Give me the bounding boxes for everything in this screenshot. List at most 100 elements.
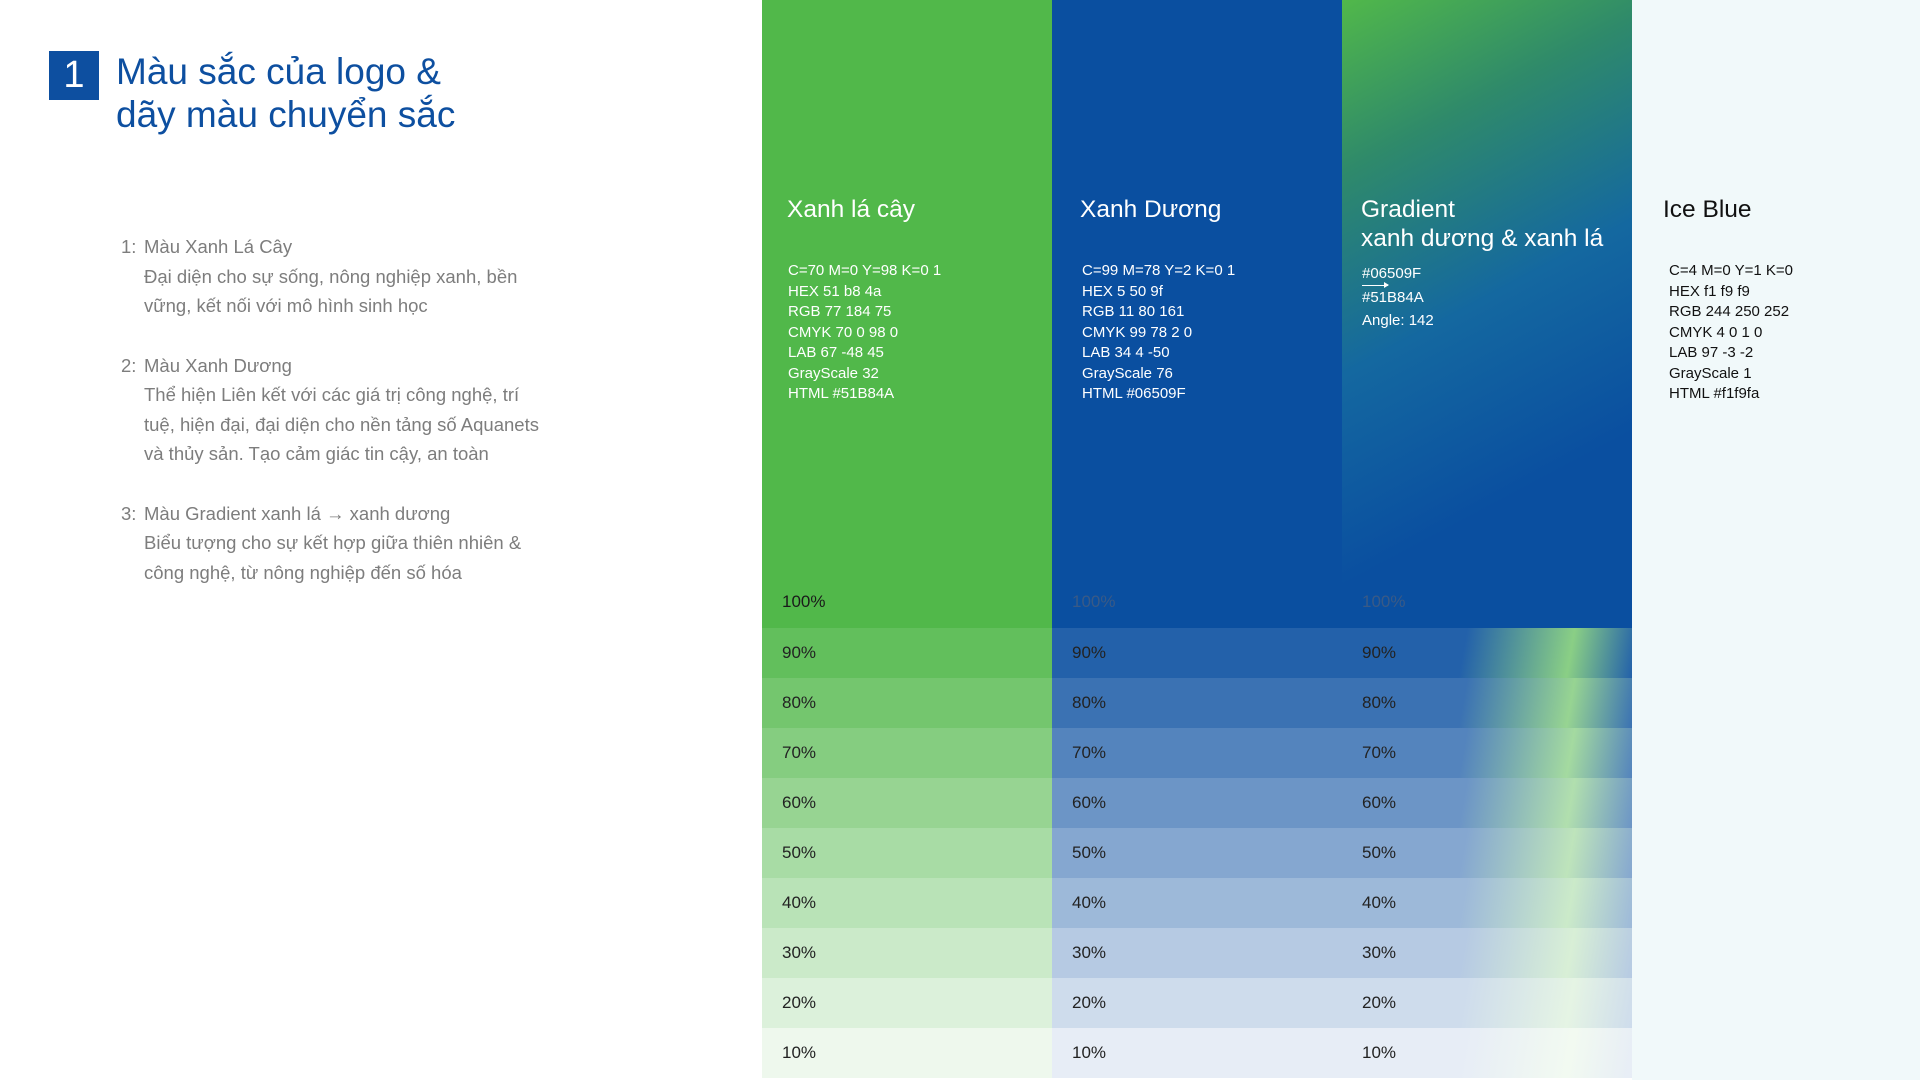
description-line: Thể hiện Liên kết với các giá trị công n…	[144, 384, 520, 405]
tint-label: 70%	[1072, 743, 1107, 762]
tint-swatch-80: 80%	[1052, 678, 1342, 728]
spec-line: CMYK 99 78 2 0	[1082, 323, 1193, 341]
tint-label: 60%	[782, 793, 817, 812]
color-descriptions: 1: Màu Xanh Lá Cây Đại diện cho sự sống,…	[121, 232, 601, 617]
description-number: 1:	[121, 236, 137, 257]
tint-label: 80%	[782, 693, 817, 712]
spec-line: LAB 34 4 -50	[1082, 344, 1170, 361]
tint-label: 20%	[1362, 993, 1397, 1012]
swatch-specs: C=4 M=0 Y=1 K=0 HEX f1 f9 f9 RGB 244 250…	[1669, 261, 1793, 405]
description-heading: Màu Xanh Lá Cây	[144, 236, 293, 257]
swatch-column-green: Xanh lá cây C=70 M=0 Y=98 K=0 1 HEX 51 b…	[762, 0, 1052, 1080]
tint-swatch-50: 50%	[1052, 828, 1342, 878]
spec-line: CMYK 4 0 1 0	[1669, 323, 1763, 341]
description-line: vững, kết nối với mô hình sinh học	[144, 295, 428, 316]
spec-line: RGB 77 184 75	[788, 303, 892, 320]
tint-swatch-70: 70%	[1342, 728, 1632, 778]
tint-swatch-90: 90%	[762, 628, 1052, 678]
tint-swatch-10: 10%	[1052, 1028, 1342, 1078]
tint-label: 60%	[1072, 793, 1107, 812]
swatch-name-line: Gradient	[1361, 196, 1455, 223]
tint-label: 80%	[1362, 693, 1397, 712]
tint-swatch-80: 80%	[762, 678, 1052, 728]
swatch-name-line: xanh dương & xanh lá	[1361, 225, 1604, 252]
description-line: Đại diện cho sự sống, nông nghiệp xanh, …	[144, 265, 518, 287]
description-item-green: 1: Màu Xanh Lá Cây Đại diện cho sự sống,…	[121, 232, 601, 321]
tint-label: 40%	[1072, 893, 1107, 912]
section-number-badge: 1	[49, 51, 99, 100]
tint-swatch-30: 30%	[1052, 928, 1342, 978]
tint-swatch-60: 60%	[1052, 778, 1342, 828]
tint-label: 60%	[1362, 793, 1397, 812]
description-number: 2:	[121, 354, 137, 376]
spec-line: HEX 51 b8 4a	[788, 282, 882, 300]
gradient-from: #06509F	[1362, 265, 1422, 282]
tint-label: 50%	[1362, 843, 1397, 862]
swatch-name: Xanh Dương	[1080, 196, 1222, 223]
tint-swatch-50: 50%	[762, 828, 1052, 878]
spec-line: CMYK 70 0 98 0	[788, 323, 899, 341]
description-item-gradient: 3: Màu Gradient xanh lá → xanh dương Biể…	[121, 499, 601, 588]
description-line: và thủy sản. Tạo cảm giác tin cậy, an to…	[144, 443, 489, 464]
tint-swatch-60: 60%	[762, 778, 1052, 828]
tint-swatch-90: 90%	[1052, 628, 1342, 678]
spec-line: GrayScale 76	[1082, 364, 1173, 382]
spec-line: C=70 M=0 Y=98 K=0 1	[788, 262, 942, 279]
arrow-right-icon	[1362, 282, 1389, 288]
spec-line: GrayScale 32	[788, 364, 879, 382]
swatch-column-ice-blue: Ice Blue C=4 M=0 Y=1 K=0 HEX f1 f9 f9 RG…	[1632, 0, 1920, 1080]
description-item-blue: 2: Màu Xanh Dương Thể hiện Liên kết với …	[121, 351, 601, 469]
spec-line: RGB 11 80 161	[1082, 303, 1185, 320]
tint-label: 30%	[1072, 943, 1107, 962]
tint-swatch-30: 30%	[762, 928, 1052, 978]
tint-swatch-40: 40%	[1342, 878, 1632, 928]
page-title: Màu sắc của logo & dãy màu chuyển sắc	[116, 50, 716, 136]
spec-line: HEX f1 f9 f9	[1669, 282, 1750, 300]
tint-swatch-70: 70%	[762, 728, 1052, 778]
tint-label: 40%	[782, 893, 817, 912]
swatch-name: Ice Blue	[1663, 196, 1752, 223]
title-line-2: dãy màu chuyển sắc	[116, 94, 456, 135]
swatch-blue: Xanh Dương C=99 M=78 Y=2 K=0 1 HEX 5 50 …	[1052, 0, 1342, 628]
swatch-name: Gradient xanh dương & xanh lá	[1361, 195, 1603, 253]
tint-label: 70%	[782, 743, 817, 762]
tint-label: 20%	[1072, 993, 1107, 1012]
tint-swatch-60: 60%	[1342, 778, 1632, 828]
tint-label: 30%	[782, 943, 817, 962]
swatch-specs: C=70 M=0 Y=98 K=0 1 HEX 51 b8 4a RGB 77 …	[788, 261, 941, 405]
gradient-to: #51B84A	[1362, 289, 1424, 306]
swatch-specs: #06509F #51B84A Angle: 142	[1362, 262, 1434, 332]
spec-line: HTML #f1f9fa	[1669, 385, 1760, 402]
tint-swatch-40: 40%	[1052, 878, 1342, 928]
spec-line: GrayScale 1	[1669, 364, 1752, 382]
tint-label: 10%	[782, 1043, 817, 1062]
swatch-specs: C=99 M=78 Y=2 K=0 1 HEX 5 50 9f RGB 11 8…	[1082, 261, 1235, 405]
tint-swatch-30: 30%	[1342, 928, 1632, 978]
swatch-green: Xanh lá cây C=70 M=0 Y=98 K=0 1 HEX 51 b…	[762, 0, 1052, 628]
description-line: Biểu tượng cho sự kết hợp giữa thiên nhi…	[144, 532, 522, 553]
tint-label-100: 100%	[1362, 592, 1406, 611]
description-heading: Màu Gradient xanh lá → xanh dương	[144, 502, 451, 524]
spec-line: HTML #51B84A	[788, 385, 895, 402]
tint-swatch-50: 50%	[1342, 828, 1632, 878]
tint-label: 70%	[1362, 743, 1397, 762]
tint-swatch-20: 20%	[762, 978, 1052, 1028]
tint-label: 20%	[782, 993, 817, 1012]
tint-label: 90%	[1072, 643, 1107, 662]
tint-swatch-70: 70%	[1052, 728, 1342, 778]
spec-line: LAB 97 -3 -2	[1669, 344, 1754, 361]
spec-line: LAB 67 -48 45	[788, 344, 884, 361]
tint-label: 50%	[782, 843, 817, 862]
tint-swatch-20: 20%	[1052, 978, 1342, 1028]
swatch-column-blue: Xanh Dương C=99 M=78 Y=2 K=0 1 HEX 5 50 …	[1052, 0, 1342, 1080]
swatch-column-gradient: Gradient xanh dương & xanh lá #06509F #5…	[1342, 0, 1632, 1080]
spec-line: HTML #06509F	[1082, 385, 1186, 402]
tint-swatch-10: 10%	[1342, 1028, 1632, 1078]
tint-label-100: 100%	[782, 592, 826, 611]
tint-swatch-10: 10%	[762, 1028, 1052, 1078]
tint-swatch-40: 40%	[762, 878, 1052, 928]
tint-label: 90%	[782, 643, 817, 662]
tint-label: 10%	[1072, 1043, 1107, 1062]
spec-line: C=4 M=0 Y=1 K=0	[1669, 262, 1793, 279]
tint-label: 90%	[1362, 643, 1397, 662]
